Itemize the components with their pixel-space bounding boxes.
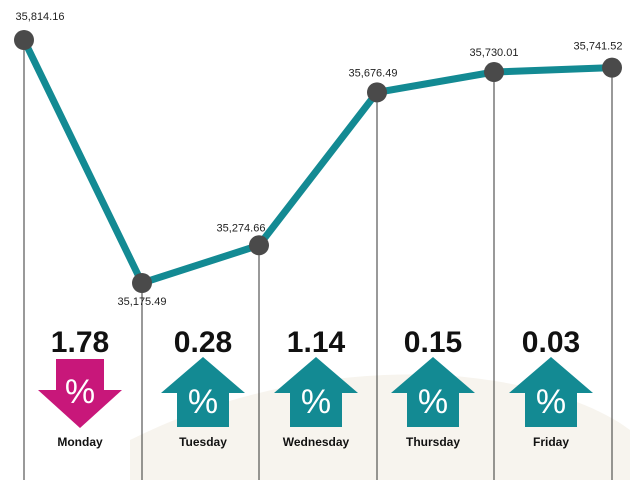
percent-symbol: % — [188, 383, 218, 421]
day-label: Tuesday — [179, 435, 227, 449]
daily-change-monday: 1.78% Monday — [38, 326, 122, 449]
background-map-watermark — [130, 374, 630, 480]
arrow-down-icon — [38, 359, 122, 428]
percent-change-value: 0.15 — [404, 326, 462, 359]
data-point-marker — [249, 235, 269, 256]
percent-change-value: 1.14 — [287, 326, 346, 359]
arrow-up-icon — [391, 357, 475, 427]
marker-layer — [14, 30, 622, 293]
data-point-marker — [484, 62, 504, 83]
data-point-marker — [14, 30, 34, 50]
series-line — [20, 36, 616, 287]
arrow-up-icon — [274, 357, 358, 427]
day-label: Wednesday — [283, 435, 350, 449]
value-label-layer: 35,814.16 35,175.49 35,274.66 35,676.49 35,7… — [16, 11, 623, 308]
percent-change-value: 0.28 — [174, 326, 232, 359]
daily-change-tuesday: 0.28% Tuesday — [161, 326, 245, 449]
daily-change-wednesday: 1.14% Wednesday — [274, 326, 358, 449]
data-value-label: 35,274.66 — [217, 222, 266, 234]
percent-symbol: % — [65, 373, 95, 411]
arrow-up-icon — [509, 357, 593, 427]
day-label: Monday — [57, 435, 103, 449]
line-layer — [20, 36, 616, 287]
daily-change-layer: 1.78% Monday 0.28% Tuesday 1.14% Wednesday 0.1… — [38, 326, 593, 449]
data-value-label: 35,814.16 — [16, 11, 65, 23]
data-value-label: 35,741.52 — [574, 41, 623, 53]
data-point-marker — [367, 82, 387, 103]
data-point-marker — [602, 57, 622, 78]
percent-change-value: 0.03 — [522, 326, 580, 359]
daily-change-thursday: 0.15% Thursday — [391, 326, 475, 449]
day-label: Friday — [533, 435, 569, 449]
data-value-label: 35,676.49 — [349, 67, 398, 79]
data-value-label: 35,175.49 — [118, 296, 167, 308]
data-value-label: 35,730.01 — [470, 47, 519, 59]
data-point-marker — [132, 273, 152, 293]
day-dividers — [23, 40, 613, 480]
day-label: Thursday — [406, 435, 460, 449]
arrow-up-icon — [161, 357, 245, 427]
daily-change-friday: 0.03% Friday — [509, 326, 593, 449]
percent-change-value: 1.78 — [51, 326, 109, 359]
percent-symbol: % — [536, 383, 566, 421]
percent-symbol: % — [301, 383, 331, 421]
percent-symbol: % — [418, 383, 448, 421]
